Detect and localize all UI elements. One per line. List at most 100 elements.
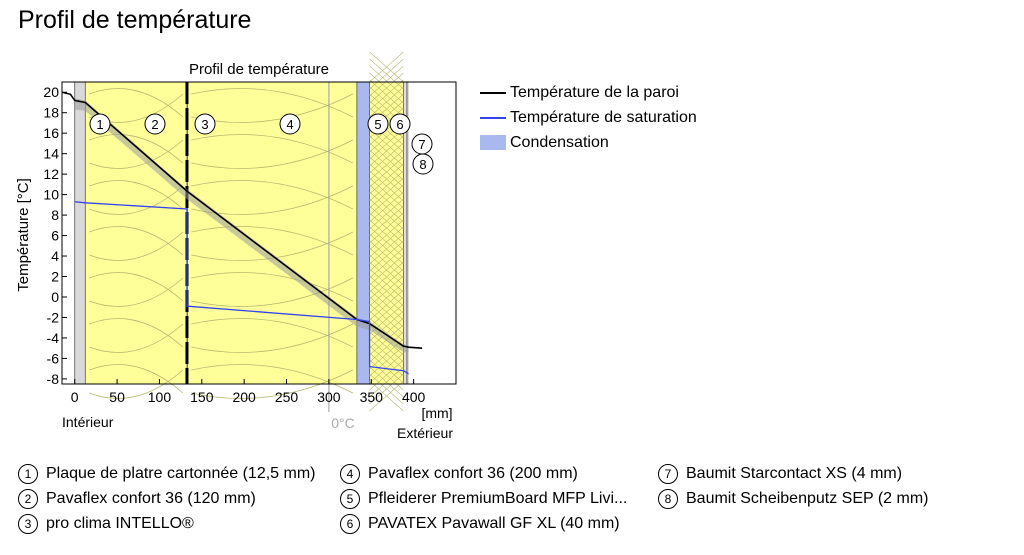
insulation-texture — [191, 318, 354, 353]
number-circle-icon — [144, 113, 166, 135]
fiberboard-texture — [369, 366, 404, 398]
fiberboard-texture — [369, 191, 404, 223]
y-tick-label: 12 — [43, 166, 59, 182]
number-circle-icon: 2 — [18, 489, 38, 509]
number-circle-icon: 1 — [18, 464, 38, 484]
fiberboard-texture — [369, 212, 404, 244]
layer-legend-item: 5 Pfleiderer PremiumBoard MFP Livi... — [340, 489, 627, 509]
y-tick-label: 18 — [43, 105, 59, 121]
layer-number-marker: 4 — [279, 113, 301, 135]
insulation-texture — [89, 364, 184, 399]
x-tick-label: 250 — [275, 389, 299, 405]
y-tick-label: -4 — [47, 330, 60, 346]
chart-legend: Température de la paroi Température de s… — [480, 80, 697, 155]
fiberboard-texture — [369, 359, 404, 391]
y-tick-label: 20 — [43, 84, 59, 100]
fiberboard-texture — [369, 282, 404, 314]
fiberboard-texture — [369, 65, 404, 97]
layer-band-5 — [356, 82, 370, 384]
fiberboard-texture — [369, 58, 404, 90]
layer-number-marker: 7 — [411, 133, 433, 155]
number-circle-icon — [194, 113, 216, 135]
fiberboard-texture — [369, 226, 404, 258]
fiberboard-texture — [369, 296, 404, 328]
series-line-0 — [61, 91, 423, 349]
fiberboard-texture — [369, 345, 404, 377]
insulation-texture — [89, 134, 184, 169]
x-tick-label: 150 — [190, 389, 214, 405]
fiberboard-texture — [369, 156, 404, 188]
layer-number: 4 — [286, 117, 293, 132]
exterior-label: Extérieur — [397, 425, 453, 441]
x-tick-label: 350 — [360, 389, 384, 405]
number-circle-icon: 8 — [658, 489, 678, 509]
fiberboard-texture — [369, 177, 404, 209]
legend-item-saturation-temp: Température de saturation — [480, 105, 697, 130]
insulation-texture — [191, 134, 354, 169]
layer-legend-item: 1 Plaque de platre cartonnée (12,5 mm) — [18, 464, 315, 484]
y-tick-label: -6 — [47, 350, 60, 366]
fiberboard-texture — [369, 184, 404, 216]
zero-degree-label: 0°C — [331, 415, 355, 431]
fiberboard-texture — [369, 380, 404, 412]
insulation-texture — [89, 272, 184, 307]
fiberboard-texture — [369, 219, 404, 251]
layer-legend-item: 6 PAVATEX Pavawall GF XL (40 mm) — [340, 514, 620, 534]
fiberboard-texture — [369, 275, 404, 307]
line-swatch-icon — [480, 116, 506, 119]
legend-item-wall-temp: Température de la paroi — [480, 80, 697, 105]
x-tick-label: 50 — [109, 389, 125, 405]
fiberboard-texture — [369, 135, 404, 167]
fiberboard-texture — [369, 373, 404, 405]
layer-band-7 — [403, 82, 407, 384]
fiberboard-texture — [369, 72, 404, 104]
plot-frame — [61, 81, 457, 385]
y-tick-label: 8 — [51, 207, 59, 223]
layer-number-marker: 5 — [367, 113, 389, 135]
layer-number: 2 — [151, 117, 158, 132]
layer-number-marker: 2 — [144, 113, 166, 135]
fiberboard-texture — [369, 303, 404, 335]
fiberboard-texture — [369, 86, 404, 118]
number-circle-icon — [389, 113, 411, 135]
insulation-texture — [89, 180, 184, 215]
insulation-texture — [191, 272, 354, 307]
fiberboard-texture — [369, 247, 404, 279]
layer-legend-item: 2 Pavaflex confort 36 (120 mm) — [18, 489, 256, 509]
fiberboard-texture — [369, 338, 404, 370]
fiberboard-texture — [369, 289, 404, 321]
layer-number: 6 — [396, 117, 403, 132]
y-tick-label: 0 — [51, 289, 59, 305]
y-tick-label: 2 — [51, 269, 59, 285]
legend-item-condensation: Condensation — [480, 130, 697, 155]
y-axis-label: Température [°C] — [15, 178, 32, 292]
y-tick-label: 4 — [51, 248, 59, 264]
insulation-texture — [89, 318, 184, 353]
x-tick-label: 400 — [402, 389, 426, 405]
box-swatch-icon — [480, 135, 506, 150]
y-tick-label: 14 — [43, 146, 59, 162]
y-tick-label: 6 — [51, 228, 59, 244]
fiberboard-texture — [369, 233, 404, 265]
fiberboard-texture — [369, 268, 404, 300]
fiberboard-texture — [369, 331, 404, 363]
layer-band-1 — [74, 82, 86, 384]
number-circle-icon: 5 — [340, 489, 360, 509]
number-circle-icon — [279, 113, 301, 135]
number-circle-icon: 6 — [340, 514, 360, 534]
layer-number: 8 — [419, 157, 426, 172]
layer-number-marker: 1 — [89, 113, 111, 135]
number-circle-icon — [367, 113, 389, 135]
layer-legend-item: 7 Baumit Starcontact XS (4 mm) — [658, 464, 902, 484]
layer-legend-item: 8 Baumit Scheibenputz SEP (2 mm) — [658, 489, 928, 509]
y-tick-label: -2 — [47, 309, 60, 325]
number-circle-icon — [412, 153, 434, 175]
x-tick-label: 0 — [71, 389, 79, 405]
layer-legend-item: 3 pro clima INTELLO® — [18, 514, 194, 534]
fiberboard-texture — [369, 79, 404, 111]
number-circle-icon: 4 — [340, 464, 360, 484]
layer-legend-item: 4 Pavaflex confort 36 (200 mm) — [340, 464, 578, 484]
layer-number: 3 — [201, 117, 208, 132]
x-tick-label: 300 — [317, 389, 341, 405]
